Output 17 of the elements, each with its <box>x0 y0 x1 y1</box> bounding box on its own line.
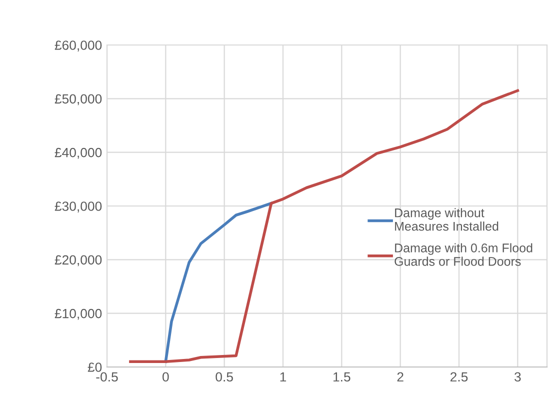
y-tick-label: £40,000 <box>54 148 102 159</box>
x-tick-label: 2 <box>397 372 404 382</box>
x-tick-label: -0.5 <box>96 372 118 382</box>
legend-label: Damage without Measures Installed <box>395 208 498 231</box>
x-tick-label: 1.5 <box>334 372 350 382</box>
x-tick-label: 0.5 <box>216 372 233 382</box>
x-tick-label: 1 <box>280 372 286 382</box>
x-tick-label: 2.5 <box>450 372 468 382</box>
y-tick-label: £20,000 <box>54 255 102 266</box>
y-tick-label: £60,000 <box>54 40 102 52</box>
x-tick-label: 3 <box>514 372 521 382</box>
y-tick-label: £50,000 <box>54 94 102 106</box>
y-tick-label: £0 <box>88 362 102 372</box>
x-tick-label: 0 <box>162 372 169 382</box>
legend-label: Damage with 0.6m Flood Guards or Flood Doors <box>394 243 532 266</box>
y-tick-label: £30,000 <box>54 202 102 212</box>
y-tick-label: £10,000 <box>54 308 102 320</box>
